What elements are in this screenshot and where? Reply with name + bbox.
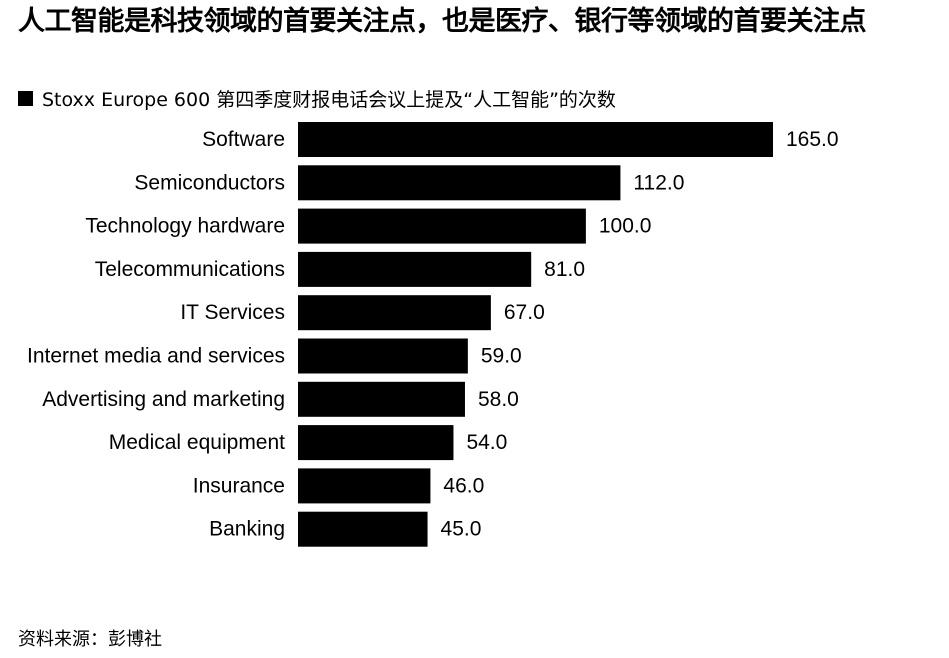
value-label: 46.0 — [443, 474, 484, 497]
category-label: Banking — [209, 518, 285, 541]
category-label: IT Services — [180, 301, 285, 324]
bar — [298, 295, 491, 331]
category-label: Medical equipment — [109, 431, 285, 454]
category-label: Technology hardware — [85, 215, 285, 238]
legend-square-icon — [18, 90, 33, 106]
value-label: 54.0 — [466, 431, 507, 454]
value-label: 165.0 — [786, 128, 839, 151]
bar — [298, 208, 586, 244]
value-label: 67.0 — [504, 301, 545, 324]
source-note: 资料来源：彭博社 — [18, 629, 162, 650]
value-label: 81.0 — [544, 258, 585, 281]
bar — [298, 251, 532, 287]
bar — [298, 381, 465, 417]
bar — [298, 468, 431, 504]
value-label: 112.0 — [633, 171, 684, 194]
bar — [298, 511, 428, 547]
bar — [298, 338, 468, 374]
category-label: Advertising and marketing — [42, 388, 285, 411]
bar — [298, 165, 621, 201]
chart-title: 人工智能是科技领域的首要关注点，也是医疗、银行等领域的首要关注点 — [18, 6, 867, 37]
legend-label: Stoxx Europe 600 第四季度财报电话会议上提及“人工智能”的次数 — [42, 88, 616, 111]
bar-chart: Software 165.0 Semiconductors 112.0 Technolo… — [27, 122, 839, 547]
category-label: Semiconductors — [134, 171, 285, 194]
value-label: 59.0 — [481, 345, 522, 368]
category-label: Insurance — [193, 474, 285, 497]
bar — [298, 425, 454, 461]
category-label: Telecommunications — [95, 258, 285, 281]
category-label: Software — [202, 128, 285, 151]
value-label: 100.0 — [599, 215, 652, 238]
value-label: 58.0 — [478, 388, 519, 411]
category-label: Internet media and services — [27, 345, 285, 368]
bar — [298, 122, 773, 157]
legend: Stoxx Europe 600 第四季度财报电话会议上提及“人工智能”的次数 — [18, 86, 616, 111]
value-label: 45.0 — [441, 518, 482, 541]
